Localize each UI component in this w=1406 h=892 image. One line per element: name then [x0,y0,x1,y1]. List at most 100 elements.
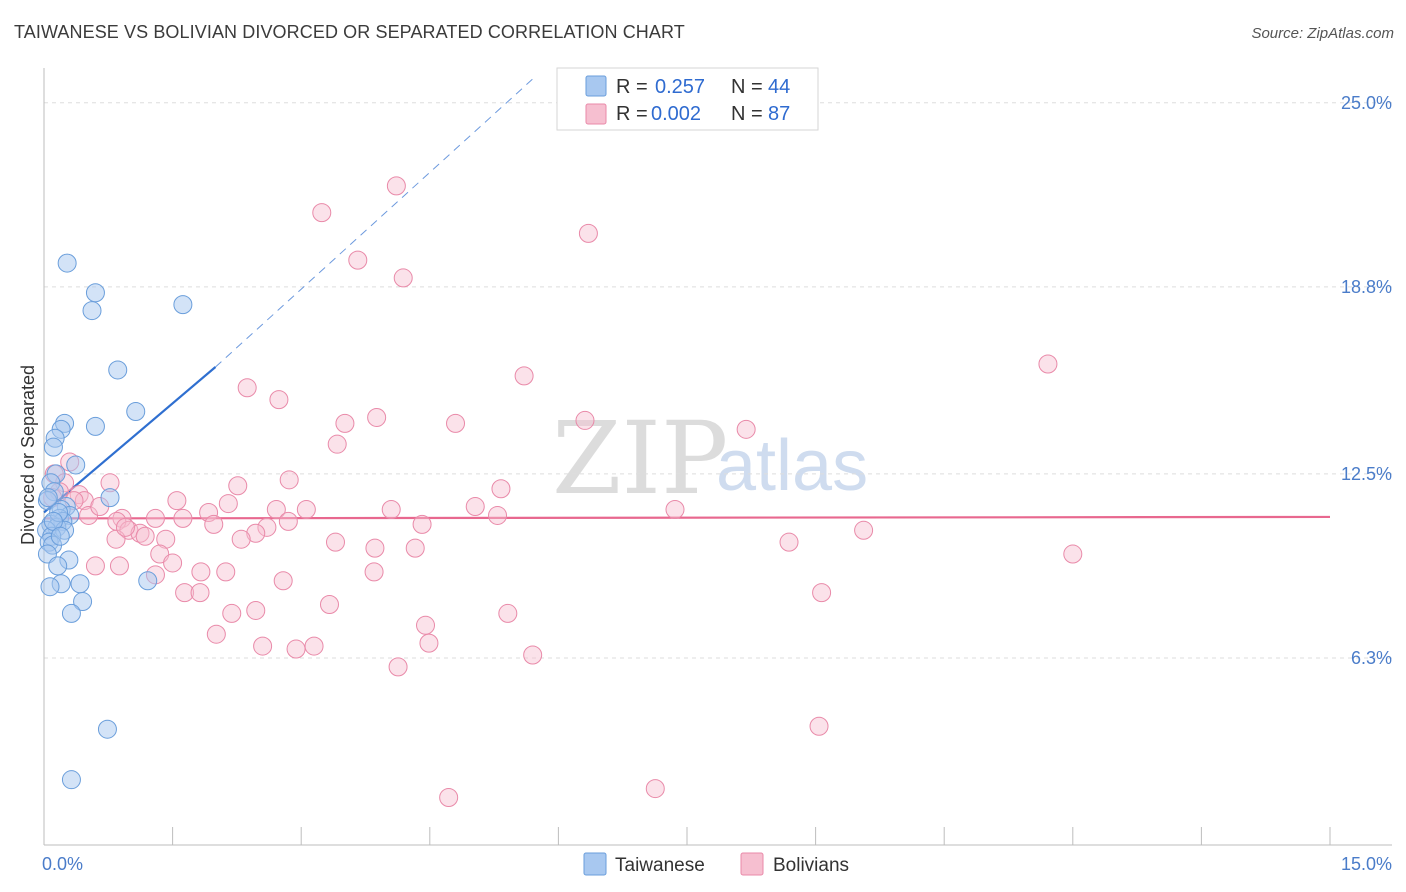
bolivians-point [279,470,299,490]
taiwanese-point [66,455,86,475]
legend-n-value-bolivians: 87 [768,103,790,125]
watermark-atlas: atlas [716,426,868,506]
taiwanese-points [37,253,193,790]
bolivians-point [115,517,135,537]
bolivians-point [367,407,387,427]
bolivians-point [163,553,183,573]
bolivians-point [173,508,193,528]
bolivians-point [199,502,219,522]
legend-swatch-bolivians [585,103,607,125]
chart-title: TAIWANESE VS BOLIVIAN DIVORCED OR SEPARA… [14,22,685,42]
bolivians-trend-line [43,515,1331,520]
bolivians-point [304,636,324,656]
x-tick-label-min: 0.0% [42,854,83,874]
taiwanese-point [50,526,70,546]
bolivians-point [812,583,832,603]
bolivians-point [145,508,165,528]
bolivians-point [388,657,408,677]
bolivians-point [269,390,289,410]
bolivians-point [779,532,799,552]
bolivians-point [206,624,226,644]
bottom-legend-swatch-bolivians [740,852,764,876]
bolivians-point [381,500,401,520]
bolivians-point [736,419,756,439]
bolivians-point [854,520,874,540]
bottom-legend-label-taiwanese: Taiwanese [615,855,705,876]
taiwanese-point [108,360,128,380]
taiwanese-point [100,488,120,508]
bolivians-point [446,413,466,433]
bolivians-point [85,556,105,576]
bolivians-point [216,562,236,582]
taiwanese-point [57,253,77,273]
bolivians-point [228,476,248,496]
taiwanese-point [38,488,58,508]
bolivians-point [296,500,316,520]
taiwanese-point [85,283,105,303]
bolivians-point [156,529,176,549]
bottom-legend-swatch-taiwanese [583,852,607,876]
taiwanese-point [138,571,158,591]
legend-n-value-taiwanese: 44 [768,76,790,98]
bolivians-point [319,595,339,615]
bolivians-point [809,716,829,736]
bolivians-point [109,556,129,576]
bolivians-point [364,562,384,582]
y-tick-label: 12.5% [1341,464,1392,484]
taiwanese-point [82,301,102,321]
bolivians-point [286,639,306,659]
taiwanese-point [43,437,63,457]
bolivians-point [386,176,406,196]
bolivians-point [237,378,257,398]
legend-n-label-bolivians: N = [731,103,763,125]
taiwanese-point [173,295,193,315]
bolivians-point [1063,544,1083,564]
bolivians-point [405,538,425,558]
bolivians-point [231,529,251,549]
bolivians-point [523,645,543,665]
bolivians-point [416,615,436,635]
bolivians-point [578,223,598,243]
bolivians-point [465,497,485,517]
watermark-zip: ZIP [552,400,728,517]
bolivians-point [645,779,665,799]
legend-r-label-taiwanese: R = [616,76,648,98]
bolivians-point [190,583,210,603]
bolivians-point [325,532,345,552]
bolivians-point [130,523,150,543]
bolivians-point [665,500,685,520]
y-tick-labels: 6.3% 12.5% 18.8% 25.0% [1341,93,1392,668]
bolivians-point [575,410,595,430]
bolivians-point [167,491,187,511]
bolivians-point [488,505,508,525]
axes [43,68,1392,846]
bolivians-point [1038,354,1058,374]
taiwanese-point [61,770,81,790]
bolivians-point [266,500,286,520]
y-tick-label: 25.0% [1341,93,1392,113]
bolivians-point [246,523,266,543]
y-axis-title: Divorced or Separated [18,365,38,545]
legend-n-label-taiwanese: N = [731,76,763,98]
bolivians-point [393,268,413,288]
bolivians-point [246,600,266,620]
bolivians-point [335,413,355,433]
legend-r-label-bolivians: R = [616,103,648,125]
taiwanese-point [40,577,60,597]
taiwanese-trend-extension [215,78,534,368]
bottom-legend: Taiwanese Bolivians [583,852,849,876]
taiwanese-point [73,592,93,612]
bolivians-point [327,434,347,454]
chart-source: Source: ZipAtlas.com [1251,25,1394,42]
bolivians-point [491,479,511,499]
bolivians-point [278,511,298,531]
bottom-legend-label-bolivians: Bolivians [773,855,849,876]
bolivians-point [365,538,385,558]
bolivians-point [439,787,459,807]
bolivians-point [253,636,273,656]
bolivians-point [175,583,195,603]
bolivians-point [419,633,439,653]
bolivians-point [273,571,293,591]
bolivians-point [69,485,89,505]
